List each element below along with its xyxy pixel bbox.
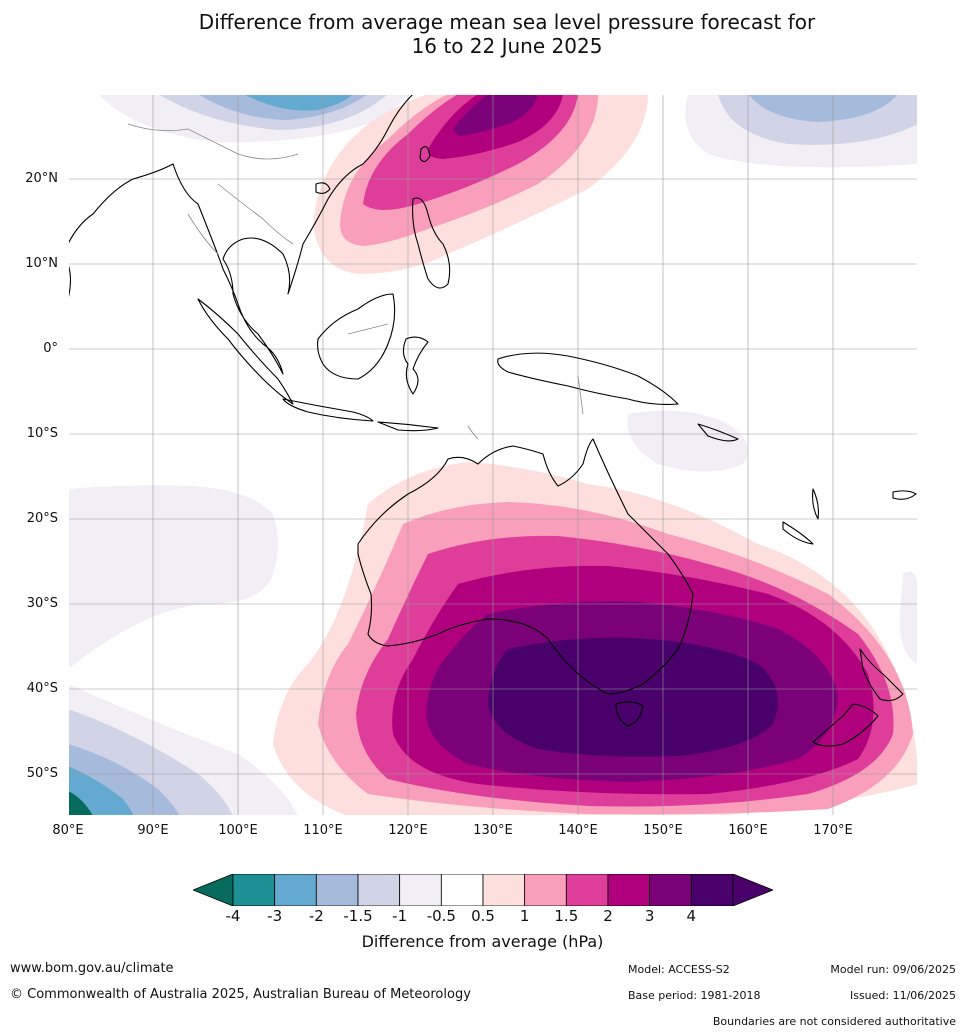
map-title: Difference from average mean sea level p… (0, 10, 965, 58)
colorbar-swatch (565, 874, 609, 906)
nz-north (859, 648, 904, 702)
colorbar-extend-low (193, 874, 234, 906)
lon-label-160e: 160°E (728, 823, 768, 838)
neg-anomaly-ne-3 (748, 94, 898, 122)
graticule (68, 94, 918, 816)
taiwan (419, 146, 431, 163)
colorbar-swatch (232, 874, 276, 906)
colorbar-swatch (649, 874, 692, 906)
colorbar-tick: 3 (644, 907, 655, 925)
colorbar-swatch (482, 874, 526, 906)
colorbar-swatch (357, 874, 401, 906)
neg-anomaly-coral (627, 410, 748, 472)
new-guinea (497, 352, 679, 405)
colorbar-tick: 0.5 (471, 907, 495, 925)
java (282, 398, 374, 422)
colorbar-swatch (274, 874, 317, 906)
sulawesi (402, 336, 429, 395)
asia-coast (68, 94, 414, 375)
new-caledonia (782, 521, 814, 545)
issued-text: Issued: 11/06/2025 (849, 989, 956, 1002)
lat-label-30s: 30°S (26, 596, 58, 611)
neg-anomaly-east (899, 571, 918, 664)
lon-label-100e: 100°E (218, 823, 258, 838)
colorbar-tick: -1.5 (343, 907, 373, 925)
copyright-text: © Commonwealth of Australia 2025, Austra… (10, 987, 471, 1002)
colorbar-tick: -4 (225, 907, 241, 925)
colorbar-tick: 4 (686, 907, 697, 925)
pos-anomaly-south-6 (488, 637, 778, 757)
solomon-islands (697, 423, 739, 442)
country-boundaries (127, 123, 584, 440)
hainan (315, 182, 331, 195)
colorbar-swatch (440, 874, 484, 906)
model-text: Model: ACCESS-S2 (628, 963, 730, 976)
colorbar-label: Difference from average (hPa) (361, 932, 604, 951)
lat-label-20n: 20°N (25, 171, 58, 186)
lat-label-40s: 40°S (26, 681, 58, 696)
colorbar-tick: -2 (308, 907, 324, 925)
lon-label-140e: 140°E (558, 823, 598, 838)
colorbar-tick: -1 (392, 907, 408, 925)
neg-anomaly-n-4 (243, 94, 353, 111)
coastlines (68, 94, 917, 747)
neg-anomaly-sw-4 (68, 766, 134, 816)
nz-south (812, 703, 879, 747)
colorbar (193, 874, 773, 906)
colorbar-swatch (690, 874, 734, 906)
colorbar-swatch (607, 874, 651, 906)
neg-anomaly-sw-5 (68, 791, 93, 816)
lon-label-120e: 120°E (388, 823, 428, 838)
colorbar-tick: 1.5 (554, 907, 579, 925)
colorbar-extend-high (732, 874, 773, 906)
disclaimer-text: Boundaries are not considered authoritat… (712, 1015, 956, 1028)
borneo (317, 293, 396, 380)
lon-label-90e: 90°E (137, 823, 169, 838)
title-line-1: Difference from average mean sea level p… (198, 10, 816, 34)
pos-anomaly-north-5 (453, 94, 538, 136)
lon-label-130e: 130°E (473, 823, 513, 838)
philippines (412, 197, 451, 289)
pressure-anomaly-map (68, 94, 918, 816)
neg-anomaly-w-indian (68, 485, 278, 669)
lat-label-0: 0° (43, 341, 58, 356)
fiji (892, 490, 917, 500)
vanuatu (812, 488, 819, 520)
base-period-text: Base period: 1981-2018 (628, 989, 761, 1002)
lat-label-10s: 10°S (26, 426, 58, 441)
colorbar-tick: 2 (603, 907, 613, 925)
website-link[interactable]: www.bom.gov.au/climate (10, 961, 174, 976)
australia (357, 438, 694, 695)
colorbar-tick: 1 (519, 907, 530, 925)
lon-label-80e: 80°E (52, 823, 84, 838)
lon-label-110e: 110°E (303, 823, 343, 838)
lat-label-10n: 10°N (25, 256, 58, 271)
colorbar-tick: -3 (267, 907, 283, 925)
sumatra (197, 298, 294, 405)
colorbar-swatch (315, 874, 359, 906)
lon-label-150e: 150°E (643, 823, 683, 838)
title-line-2: 16 to 22 June 2025 (411, 34, 603, 58)
colorbar-swatch (524, 874, 567, 906)
colorbar-swatch (399, 874, 442, 906)
lat-label-20s: 20°S (26, 511, 58, 526)
lat-label-50s: 50°S (26, 766, 58, 781)
lon-label-170e: 170°E (813, 823, 853, 838)
model-run-text: Model run: 09/06/2025 (830, 963, 956, 976)
tasmania (615, 701, 644, 727)
colorbar-tick: -0.5 (426, 907, 456, 925)
lesser-sunda (377, 421, 439, 432)
